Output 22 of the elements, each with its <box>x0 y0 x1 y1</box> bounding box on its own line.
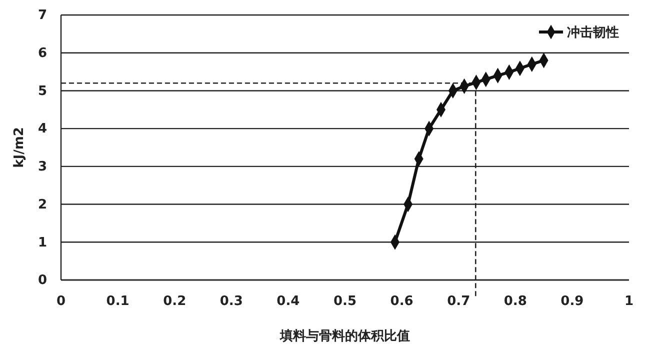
y-tick-label: 5 <box>38 84 47 99</box>
x-axis-title: 填料与骨料的体积比值 <box>279 329 410 344</box>
x-tick-label: 0.9 <box>560 294 584 310</box>
x-tick-label: 0.6 <box>390 294 414 310</box>
y-axis-title: kJ/m2 <box>12 127 27 168</box>
x-tick-label: 0.2 <box>163 294 186 310</box>
x-tick-label: 0.7 <box>447 294 470 310</box>
y-tick-label: 6 <box>38 46 47 62</box>
y-tick-label: 0 <box>38 273 47 288</box>
y-tick-label: 3 <box>38 160 47 175</box>
x-tick-label: 1 <box>624 294 634 310</box>
y-tick-label: 2 <box>38 197 47 212</box>
y-tick-label: 4 <box>38 122 47 137</box>
x-tick-label: 0.1 <box>106 294 130 310</box>
legend-label: 冲击韧性 <box>567 26 619 41</box>
y-tick-label: 1 <box>38 235 47 250</box>
x-tick-label: 0.8 <box>504 294 527 310</box>
x-tick-label: 0.5 <box>333 294 357 310</box>
x-tick-label: 0 <box>56 294 66 310</box>
x-tick-label: 0.3 <box>220 294 243 310</box>
x-tick-label: 0.4 <box>276 294 300 310</box>
y-tick-label: 7 <box>38 8 47 24</box>
